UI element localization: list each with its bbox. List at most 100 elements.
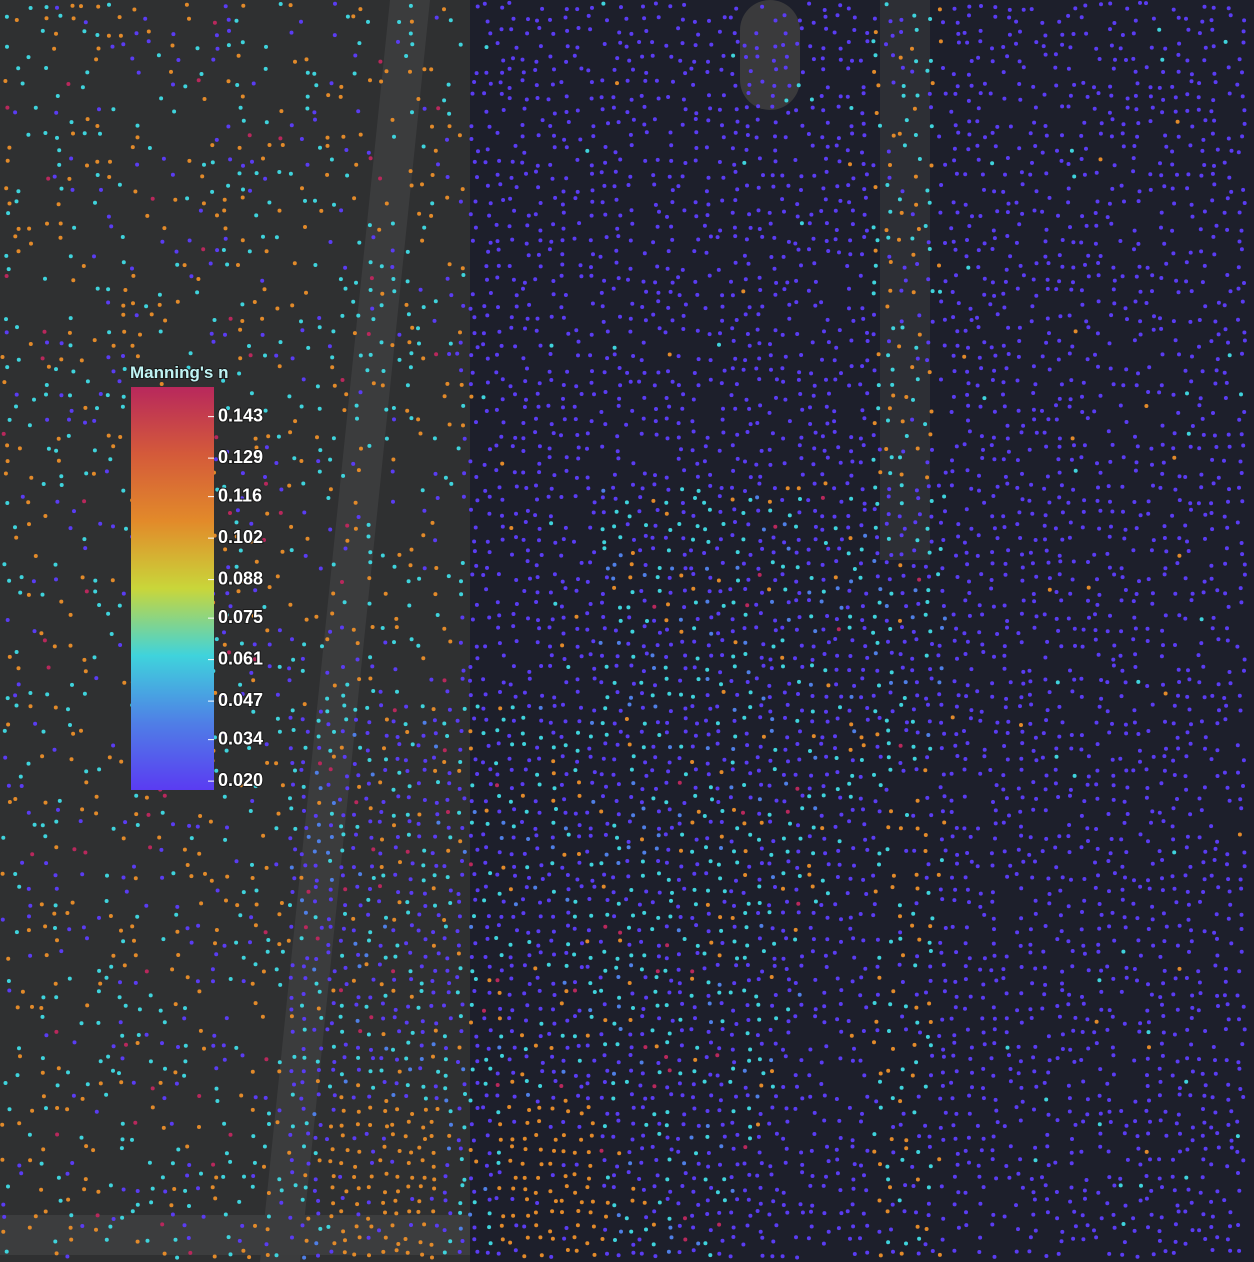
mesh-point — [629, 267, 633, 271]
mesh-point — [626, 605, 630, 609]
mesh-point — [1134, 94, 1138, 98]
mesh-point — [755, 55, 759, 59]
mesh-point — [514, 578, 518, 582]
mesh-point — [332, 563, 336, 567]
mesh-point — [1146, 390, 1150, 394]
mesh-point — [990, 550, 994, 554]
mesh-point — [260, 279, 264, 283]
mesh-point — [787, 303, 791, 307]
mesh-point — [859, 797, 863, 801]
mesh-point — [978, 968, 982, 972]
mesh-point — [371, 847, 375, 851]
mesh-point — [329, 888, 333, 892]
mesh-point — [330, 835, 334, 839]
mesh-point — [392, 719, 396, 723]
mesh-point — [409, 32, 413, 36]
mesh-point — [627, 845, 631, 849]
mesh-point — [1183, 524, 1187, 528]
mesh-point — [979, 29, 983, 33]
mesh-point — [40, 902, 44, 906]
mesh-point — [99, 188, 103, 192]
mesh-point — [760, 80, 764, 84]
mesh-point — [1099, 132, 1103, 136]
mesh-point — [1032, 417, 1036, 421]
mesh-point — [619, 709, 623, 713]
mesh-point — [287, 939, 291, 943]
mesh-point — [235, 903, 239, 907]
mesh-point — [95, 795, 99, 799]
mesh-point — [629, 888, 633, 892]
mesh-point — [1056, 214, 1060, 218]
mesh-point — [1190, 203, 1194, 207]
mesh-point — [847, 668, 851, 672]
mesh-point — [59, 357, 63, 361]
mesh-point — [1086, 783, 1090, 787]
mesh-point — [721, 561, 725, 565]
mesh-point — [1033, 860, 1037, 864]
mesh-point — [1080, 303, 1084, 307]
mesh-point — [249, 809, 253, 813]
mesh-point — [541, 118, 545, 122]
mesh-point — [44, 801, 48, 805]
mesh-point — [1022, 65, 1026, 69]
mesh-point — [118, 15, 122, 19]
mesh-point — [682, 801, 686, 805]
mesh-point — [566, 873, 570, 877]
mesh-point — [5, 443, 9, 447]
mesh-point — [5, 45, 9, 49]
mesh-point — [954, 248, 958, 252]
mesh-point — [629, 963, 633, 967]
mesh-point — [821, 628, 825, 632]
mesh-point — [1021, 424, 1025, 428]
mesh-point — [876, 574, 880, 578]
mesh-point — [963, 31, 967, 35]
mesh-point — [991, 890, 995, 894]
mesh-point — [307, 835, 311, 839]
mesh-point — [677, 383, 681, 387]
mesh-point — [876, 83, 880, 87]
mesh-point — [814, 537, 818, 541]
mesh-point — [708, 332, 712, 336]
mesh-point — [629, 696, 633, 700]
mesh-point — [814, 525, 818, 529]
mesh-point — [485, 45, 489, 49]
mesh-point — [612, 757, 616, 761]
mesh-point — [355, 885, 359, 889]
mesh-point — [1095, 721, 1099, 725]
mesh-point — [968, 956, 972, 960]
mesh-point — [666, 95, 670, 99]
mesh-point — [1216, 357, 1220, 361]
mesh-point — [463, 850, 467, 854]
mesh-point — [1235, 645, 1239, 649]
mesh-point — [769, 255, 773, 259]
mesh-point — [735, 187, 739, 191]
mesh-point — [576, 353, 580, 357]
mesh-point — [1172, 202, 1176, 206]
mesh-point — [1057, 358, 1061, 362]
mesh-point — [171, 822, 175, 826]
mesh-point — [861, 604, 865, 608]
mesh-point — [966, 419, 970, 423]
mesh-point — [1106, 709, 1110, 713]
mesh-point — [833, 902, 837, 906]
mesh-point — [694, 601, 698, 605]
mesh-point — [1176, 120, 1180, 124]
mesh-point — [808, 422, 812, 426]
mesh-point — [644, 890, 648, 894]
mesh-point — [669, 643, 673, 647]
mesh-point — [852, 864, 856, 868]
mesh-point — [654, 407, 658, 411]
mesh-point — [1198, 835, 1202, 839]
mesh-point — [849, 474, 853, 478]
mesh-point — [632, 754, 636, 758]
mesh-point — [405, 769, 409, 773]
mesh-point — [17, 249, 21, 253]
mesh-point — [833, 31, 837, 35]
mesh-point — [905, 720, 909, 724]
mesh-point — [643, 251, 647, 255]
mesh-point — [966, 404, 970, 408]
mesh-point — [722, 93, 726, 97]
mesh-point — [471, 92, 475, 96]
mesh-point — [1217, 332, 1221, 336]
mesh-point — [289, 716, 293, 720]
